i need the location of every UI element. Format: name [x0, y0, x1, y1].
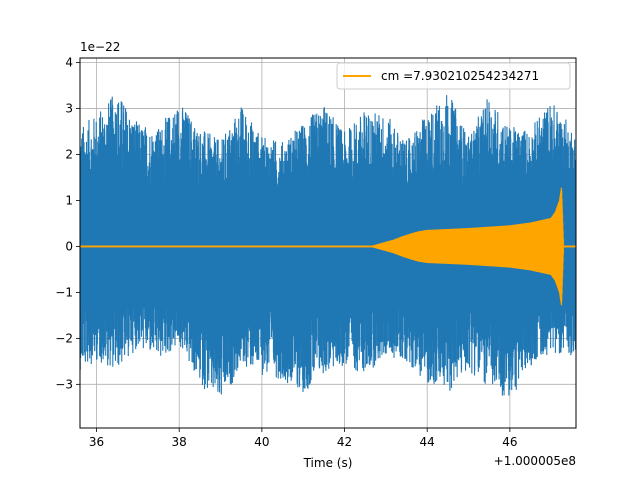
legend-box — [336, 62, 571, 90]
y-tick-label: 4 — [65, 56, 73, 70]
x-tick-label: 40 — [254, 435, 269, 449]
y-tick-label: 3 — [65, 102, 73, 116]
x-tick-label: 36 — [89, 435, 104, 449]
y-tick-label: 2 — [65, 148, 73, 162]
y-tick-label: −3 — [55, 377, 73, 391]
legend-label-template: cm =7.930210254234271 — [381, 69, 539, 83]
y-tick-label: 1 — [65, 193, 73, 207]
legend: cm =7.930210254234271 — [336, 62, 571, 90]
x-tick-label: 38 — [172, 435, 187, 449]
y-tick-label: −1 — [55, 285, 73, 299]
x-tick-label: 46 — [502, 435, 517, 449]
y-tick-label: −2 — [55, 331, 73, 345]
x-axis-label: Time (s) — [303, 456, 353, 470]
plot-frame — [79, 57, 577, 429]
ticks-layer: 36 38 40 42 44 46 −3 −2 −1 0 1 2 3 4 — [55, 56, 517, 449]
x-offset-label: +1.000005e8 — [494, 454, 576, 468]
series-layer — [80, 95, 576, 396]
y-scale-label: 1e−22 — [80, 40, 120, 54]
x-tick-label: 44 — [420, 435, 435, 449]
y-tick-label: 0 — [65, 239, 73, 253]
x-tick-label: 42 — [337, 435, 352, 449]
